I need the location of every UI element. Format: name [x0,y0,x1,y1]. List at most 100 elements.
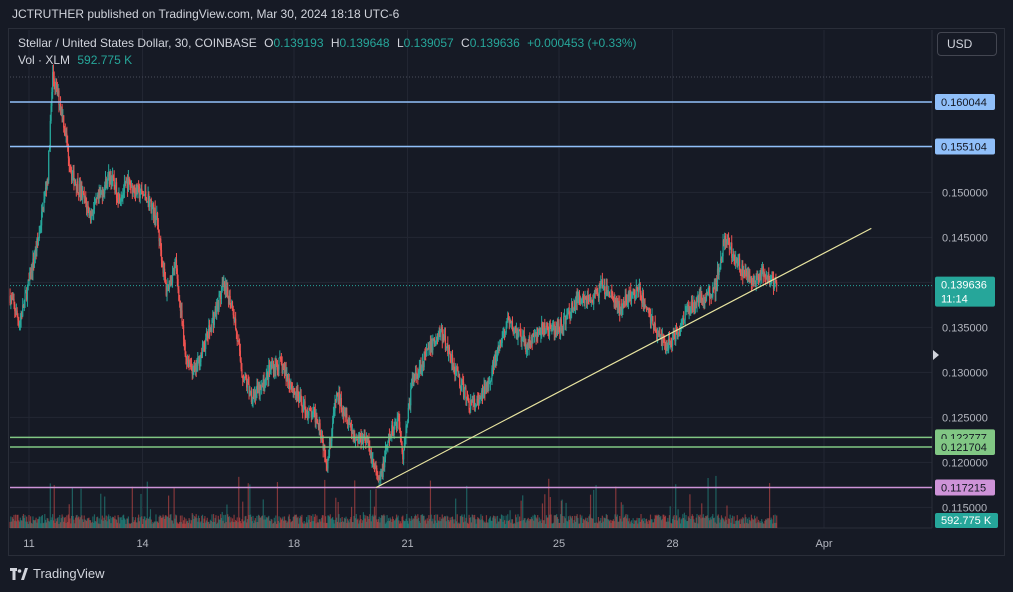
candle-body [136,184,138,195]
volume-bar [281,518,283,528]
volume-bar [156,521,159,528]
candle-body [14,311,17,315]
volume-bar [502,521,504,528]
volume-bar [31,523,33,528]
volume-bar [82,519,84,528]
trend-line[interactable] [375,227,872,489]
volume-bar [122,515,124,528]
volume-bar [530,516,532,528]
currency-button[interactable]: USD [937,32,997,56]
volume-bar [592,518,594,528]
candle-body [105,178,107,189]
candle-body [512,329,514,334]
candle-body [547,326,549,333]
candle-body [565,319,567,325]
symbol-description[interactable]: Stellar / United States Dollar, 30, COIN… [18,36,257,50]
candle-body [774,281,776,284]
candle-body [56,83,58,86]
volume-bar [582,518,585,528]
volume-bar [415,515,417,528]
volume-bar [312,514,314,528]
volume-bar [201,514,204,528]
volume-bar [69,518,71,528]
volume-bar [625,514,627,528]
volume-bar [515,517,518,528]
price-chart[interactable]: 0.1500000.1450000.1350000.1300000.125000… [0,0,1013,556]
volume-bar [575,516,577,528]
candle-body [714,281,716,294]
candle-body [636,286,638,288]
candle-body [137,185,139,195]
volume-bar [182,520,185,528]
volume-bar [412,518,414,528]
volume-bar [206,517,208,528]
candle-body [724,236,726,243]
candle-body [462,381,464,383]
candle-body [484,383,486,394]
candle-body [159,238,161,242]
volume-bar [769,519,771,528]
candle-body [216,301,219,305]
candle-body [266,371,268,373]
candle-body [291,388,294,391]
candle-body [390,434,392,438]
x-tick-label: 18 [288,538,300,550]
candle-body [281,364,283,373]
volume-bar [74,517,77,528]
volume-bar [711,516,713,528]
volume-bar [705,515,707,528]
candle-body [451,354,454,368]
candle-body [660,336,663,346]
candle-body [223,281,225,284]
candle-body [268,365,271,371]
volume-bar [175,515,178,528]
candle-body [263,378,265,389]
volume-bar [466,485,468,528]
volume-bar [505,515,507,528]
volume-bar [636,517,638,528]
candle-body [503,330,505,333]
volume-bar [688,517,690,528]
volume-bar [685,515,687,528]
volume-bar [429,518,431,528]
volume-bar [149,516,151,528]
volume-bar [373,516,375,528]
volume-bar [634,520,636,528]
candle-body [726,239,728,245]
volume-bar [523,518,525,528]
volume-bar [461,514,463,528]
candle-body [212,317,215,325]
volume-bar [757,519,760,528]
candle-body [194,363,197,369]
volume-bar [358,523,360,528]
volume-bar [192,514,194,528]
candle-body [227,287,229,297]
candle-body [59,103,62,110]
volume-bar [739,519,741,528]
volume-bar [154,521,156,528]
candle-body [709,285,711,299]
volume-bar [576,514,578,528]
volume-bar [586,521,588,528]
candle-body [231,301,234,311]
candle-body [248,384,250,394]
candle-body [604,286,606,295]
volume-bar [37,518,40,528]
scroll-right-arrow-icon[interactable] [933,350,939,360]
tradingview-brand[interactable]: TradingView [10,566,105,581]
candle-body [33,258,35,264]
volume-bar [164,518,166,528]
candle-body [124,182,126,184]
candle-body [433,338,435,344]
candle-body [224,284,226,292]
volume-label[interactable]: Vol · XLM [18,53,71,67]
volume-bar [56,521,58,528]
candle-body [665,347,667,349]
volume-bar [344,518,346,528]
candle-body [597,293,600,298]
volume-bar [334,519,336,528]
candle-body [645,306,648,308]
candle-body [707,289,709,295]
volume-bar [188,518,190,528]
volume-bar [197,515,200,528]
